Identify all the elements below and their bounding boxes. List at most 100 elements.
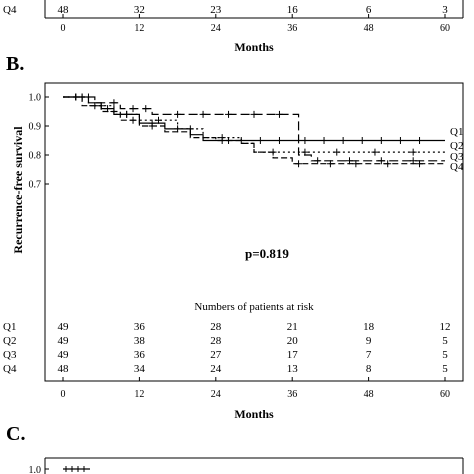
censor-mark bbox=[295, 160, 303, 168]
censor-mark bbox=[186, 125, 194, 133]
risk-row-q1: Q1 49 36 28 21 18 12 bbox=[3, 321, 451, 333]
x-axis-label: Months bbox=[234, 407, 274, 421]
censor-mark bbox=[371, 148, 379, 156]
top-risk-value: 3 bbox=[442, 4, 448, 16]
censor-mark bbox=[269, 148, 277, 156]
risk-value: 12 bbox=[440, 321, 451, 333]
x-tick-label: 48 bbox=[364, 389, 374, 400]
y-axis-label: Recurrence-free survival bbox=[11, 126, 25, 254]
risk-value: 27 bbox=[210, 349, 222, 361]
censor-mark bbox=[314, 157, 322, 165]
censor-mark bbox=[129, 105, 137, 113]
top-risk-value: 16 bbox=[287, 4, 299, 16]
risk-value: 13 bbox=[287, 363, 299, 375]
top-x-tick-label: 48 bbox=[364, 23, 374, 34]
km-series-q1 bbox=[63, 93, 445, 144]
censor-mark bbox=[358, 137, 366, 144]
legend-label-q4: Q4 bbox=[450, 161, 464, 173]
y-tick-label: 0.8 bbox=[29, 151, 42, 162]
censor-mark bbox=[155, 116, 162, 124]
censor-mark bbox=[339, 137, 347, 144]
risk-value: 49 bbox=[58, 349, 70, 361]
risk-value: 17 bbox=[287, 349, 299, 361]
x-tick-label: 0 bbox=[61, 389, 66, 400]
legend-label-q3: Q3 bbox=[450, 151, 464, 163]
censor-mark bbox=[256, 137, 264, 144]
censor-mark bbox=[110, 99, 118, 107]
y-tick-label: 0.7 bbox=[29, 180, 42, 191]
censor-mark bbox=[384, 160, 392, 168]
censor-mark bbox=[199, 110, 207, 118]
censor-mark bbox=[416, 137, 424, 144]
risk-row-q3: Q3 49 36 27 17 7 5 bbox=[3, 349, 448, 361]
top-x-tick-label: 60 bbox=[440, 23, 450, 34]
panel-c-censor-marks bbox=[65, 466, 85, 472]
risk-value: 28 bbox=[210, 321, 222, 333]
top-x-tick-label: 36 bbox=[287, 23, 297, 34]
censor-mark bbox=[409, 157, 417, 165]
censor-mark bbox=[129, 116, 137, 124]
risk-row-label: Q3 bbox=[3, 349, 17, 361]
risk-value: 5 bbox=[442, 335, 448, 347]
risk-value: 7 bbox=[366, 349, 372, 361]
censor-mark bbox=[333, 148, 341, 156]
risk-value: 48 bbox=[58, 363, 70, 375]
legend-label-q2: Q2 bbox=[450, 140, 463, 152]
risk-value: 49 bbox=[58, 321, 70, 333]
panel-b-letter: B. bbox=[6, 53, 24, 75]
risk-value: 36 bbox=[134, 321, 146, 333]
x-tick-label: 36 bbox=[287, 389, 297, 400]
top-risk-value: 23 bbox=[210, 4, 222, 16]
risk-table-title: Numbers of patients at risk bbox=[194, 301, 314, 313]
y-tick-label: 0.9 bbox=[29, 122, 42, 133]
km-series-q3 bbox=[63, 93, 445, 156]
censor-mark bbox=[148, 122, 156, 130]
risk-value: 34 bbox=[134, 363, 146, 375]
censor-mark bbox=[225, 110, 233, 118]
y-tick-label: 1.0 bbox=[29, 93, 42, 104]
top-risk-value: 32 bbox=[134, 4, 145, 16]
risk-value: 38 bbox=[134, 335, 146, 347]
risk-row-label: Q4 bbox=[3, 363, 17, 375]
censor-mark bbox=[409, 148, 417, 156]
censor-mark bbox=[346, 157, 353, 165]
censor-mark bbox=[377, 157, 385, 165]
risk-value: 28 bbox=[210, 335, 222, 347]
risk-value: 18 bbox=[363, 321, 375, 333]
top-risk-row-label: Q4 bbox=[3, 4, 17, 16]
censor-mark bbox=[396, 137, 404, 144]
x-tick-label: 60 bbox=[440, 389, 450, 400]
risk-value: 36 bbox=[134, 349, 146, 361]
censor-mark bbox=[72, 93, 80, 101]
risk-value: 24 bbox=[210, 363, 222, 375]
legend-label-q1: Q1 bbox=[450, 126, 463, 138]
censor-mark bbox=[123, 110, 131, 118]
panel-b: 0.7 0.8 0.9 1.0 Recurrence-free survival Q1… bbox=[3, 82, 464, 421]
risk-row-label: Q1 bbox=[3, 321, 16, 333]
x-tick-label: 24 bbox=[211, 389, 221, 400]
top-x-axis-label: Months bbox=[234, 40, 274, 54]
km-curve-q4 bbox=[63, 96, 445, 162]
risk-value: 20 bbox=[287, 335, 299, 347]
risk-row-q2: Q2 49 38 28 20 9 5 bbox=[3, 335, 448, 347]
risk-value: 8 bbox=[366, 363, 372, 375]
censor-mark bbox=[275, 110, 283, 118]
censor-mark bbox=[218, 134, 226, 142]
risk-value: 5 bbox=[442, 363, 448, 375]
p-value: p=0.819 bbox=[245, 246, 289, 261]
top-x-tick-label: 12 bbox=[134, 23, 144, 34]
panel-c: 1.0 bbox=[29, 457, 464, 474]
top-x-tick-label: 24 bbox=[211, 23, 221, 34]
risk-value: 9 bbox=[366, 335, 372, 347]
risk-value: 21 bbox=[287, 321, 298, 333]
censor-mark bbox=[84, 93, 92, 101]
km-series-q4 bbox=[63, 93, 445, 165]
risk-value: 5 bbox=[442, 349, 448, 361]
panel-b-frame bbox=[44, 82, 464, 382]
censor-mark bbox=[174, 110, 182, 118]
top-risk-value: 48 bbox=[58, 4, 70, 16]
km-series-q2 bbox=[63, 93, 445, 168]
panel-c-letter: C. bbox=[6, 423, 25, 445]
censor-mark bbox=[250, 110, 258, 118]
